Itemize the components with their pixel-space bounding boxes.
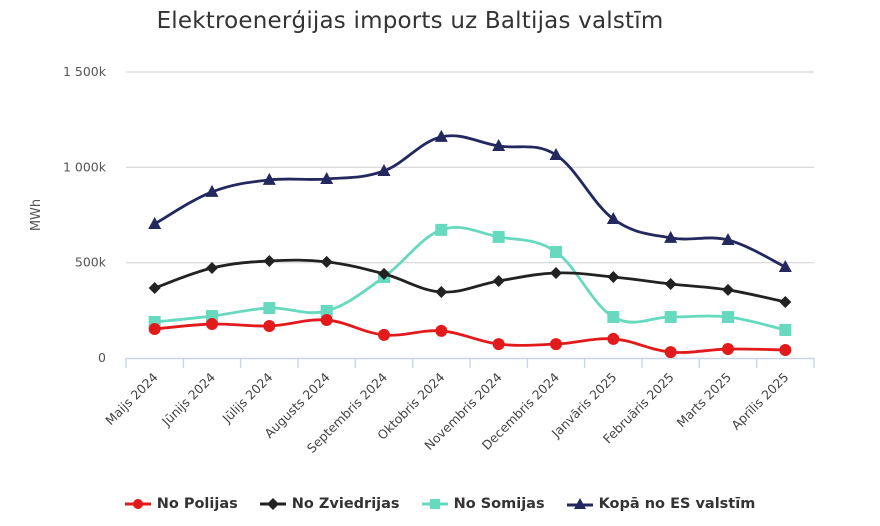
y-axis-label: MWh	[29, 199, 44, 231]
square-marker[interactable]	[664, 311, 677, 324]
series-no-zviedrijas[interactable]	[148, 254, 792, 308]
circle-marker[interactable]	[435, 324, 448, 337]
legend-item-polija[interactable]: No Polijas	[124, 496, 238, 512]
circle-marker[interactable]	[664, 346, 677, 359]
legend-label: No Zviedrijas	[291, 496, 400, 512]
square-marker[interactable]	[607, 311, 620, 324]
series-line	[154, 225, 786, 332]
diamond-marker[interactable]	[148, 282, 161, 295]
triangle-marker[interactable]	[778, 260, 792, 273]
square-marker[interactable]	[722, 311, 734, 324]
legend: No Polijas No Zviedrijas No Somijas Kopā…	[0, 496, 880, 512]
x-tick-label: Marts 2025	[673, 370, 734, 431]
circle-marker[interactable]	[779, 343, 792, 356]
triangle-marker[interactable]	[492, 138, 506, 151]
y-tick-label: 1 500k	[63, 64, 107, 79]
x-tick-label: Maijs 2024	[102, 369, 161, 428]
legend-item-kopa[interactable]: Kopā no ES valstīm	[566, 496, 756, 512]
square-marker[interactable]	[320, 304, 333, 317]
y-tick-label: 500k	[75, 255, 107, 270]
teal-square-icon	[421, 499, 448, 509]
series-group	[148, 129, 792, 359]
circle-marker[interactable]	[378, 328, 390, 341]
red-circle-icon	[124, 499, 151, 509]
diamond-marker[interactable]	[263, 254, 276, 267]
diamond-marker[interactable]	[206, 262, 218, 275]
y-tick-label: 0	[98, 350, 106, 365]
legend-item-zviedrija[interactable]: No Zviedrijas	[259, 496, 400, 512]
square-marker[interactable]	[779, 323, 792, 336]
square-marker[interactable]	[435, 223, 448, 236]
triangle-marker[interactable]	[377, 163, 391, 176]
circle-marker[interactable]	[550, 338, 562, 351]
series-line	[153, 134, 786, 269]
triangle-marker[interactable]	[262, 172, 276, 185]
chart-title: Elektroenerģijas imports uz Baltijas val…	[156, 8, 664, 34]
series-no-somijas[interactable]	[148, 223, 792, 336]
diamond-marker[interactable]	[607, 270, 620, 283]
diamond-marker[interactable]	[550, 266, 562, 279]
diamond-marker[interactable]	[320, 255, 333, 268]
square-marker[interactable]	[263, 302, 276, 315]
diamond-marker[interactable]	[722, 283, 734, 296]
triangle-marker[interactable]	[606, 212, 620, 225]
series-no-polijas[interactable]	[148, 314, 792, 359]
navy-triangle-icon	[566, 498, 593, 509]
triangle-marker[interactable]	[664, 230, 678, 243]
diamond-marker[interactable]	[435, 286, 448, 299]
circle-marker[interactable]	[492, 338, 505, 351]
x-tick-label: Jūnijs 2024	[158, 369, 218, 429]
x-tick-label: Aprīlis 2025	[728, 370, 791, 433]
series-kop-no-es-valst-m[interactable]	[148, 129, 792, 273]
triangle-marker[interactable]	[148, 216, 162, 229]
circle-marker[interactable]	[148, 323, 161, 336]
y-tick-label: 1 000k	[63, 159, 107, 174]
circle-marker[interactable]	[722, 343, 734, 356]
legend-label: No Polijas	[156, 496, 238, 512]
triangle-marker[interactable]	[434, 129, 448, 142]
diamond-marker[interactable]	[378, 267, 390, 280]
diamond-marker[interactable]	[779, 295, 792, 308]
series-line	[154, 258, 786, 304]
triangle-marker[interactable]	[320, 171, 334, 184]
black-diamond-icon	[259, 498, 286, 510]
gridlines	[126, 71, 814, 264]
square-marker[interactable]	[492, 230, 505, 243]
circle-marker[interactable]	[607, 332, 620, 345]
triangle-marker[interactable]	[721, 232, 735, 245]
triangle-marker[interactable]	[205, 184, 219, 197]
legend-label: No Somijas	[453, 496, 545, 512]
x-tick-label: Jūlijs 2024	[219, 369, 276, 426]
diamond-marker[interactable]	[664, 278, 677, 291]
circle-marker[interactable]	[320, 314, 333, 327]
y-axis: 0 500k 1 000k 1 500k	[63, 64, 107, 365]
legend-label: Kopā no ES valstīm	[598, 496, 756, 512]
triangle-marker[interactable]	[549, 147, 563, 160]
legend-item-somija[interactable]: No Somijas	[421, 496, 545, 512]
diamond-marker[interactable]	[492, 274, 505, 287]
circle-marker[interactable]	[263, 319, 276, 332]
circle-marker[interactable]	[206, 318, 218, 331]
square-marker[interactable]	[550, 245, 562, 258]
series-line	[154, 318, 786, 354]
